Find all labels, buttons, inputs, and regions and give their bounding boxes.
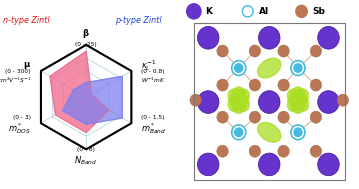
Ellipse shape bbox=[288, 89, 308, 111]
Circle shape bbox=[232, 61, 246, 75]
Circle shape bbox=[217, 79, 228, 91]
Circle shape bbox=[249, 45, 261, 57]
Circle shape bbox=[337, 94, 349, 106]
Text: Al: Al bbox=[258, 7, 269, 16]
Text: Sb: Sb bbox=[312, 7, 325, 16]
Circle shape bbox=[294, 64, 302, 72]
Circle shape bbox=[217, 45, 228, 57]
Ellipse shape bbox=[288, 89, 308, 111]
Ellipse shape bbox=[231, 87, 247, 113]
Circle shape bbox=[235, 128, 243, 136]
Circle shape bbox=[278, 45, 289, 57]
Text: (0 - 3): (0 - 3) bbox=[13, 115, 31, 120]
Circle shape bbox=[197, 26, 219, 49]
Circle shape bbox=[232, 125, 246, 140]
Circle shape bbox=[291, 125, 305, 140]
Text: p-type Zintl: p-type Zintl bbox=[115, 16, 162, 25]
Text: (0 - 8): (0 - 8) bbox=[77, 147, 95, 152]
Ellipse shape bbox=[290, 87, 306, 113]
Text: n-type Zintl: n-type Zintl bbox=[3, 16, 49, 25]
Ellipse shape bbox=[258, 58, 281, 78]
Circle shape bbox=[258, 153, 280, 176]
Circle shape bbox=[190, 94, 201, 106]
Text: $\mathbf{\mu}$: $\mathbf{\mu}$ bbox=[23, 60, 31, 71]
Text: $N_{Band}$: $N_{Band}$ bbox=[74, 155, 98, 167]
Circle shape bbox=[249, 79, 261, 91]
Circle shape bbox=[294, 128, 302, 136]
Text: (0 - 25): (0 - 25) bbox=[75, 42, 97, 47]
Circle shape bbox=[318, 153, 339, 176]
Text: $\mathbf{\beta}$: $\mathbf{\beta}$ bbox=[82, 27, 90, 40]
Circle shape bbox=[258, 91, 280, 113]
Polygon shape bbox=[62, 76, 122, 124]
Circle shape bbox=[310, 145, 322, 157]
Circle shape bbox=[235, 64, 243, 72]
Ellipse shape bbox=[258, 122, 281, 142]
Polygon shape bbox=[50, 51, 109, 133]
Circle shape bbox=[187, 4, 201, 19]
Text: (0 - 300)
$cm^2V^{-1}S^{-1}$: (0 - 300) $cm^2V^{-1}S^{-1}$ bbox=[0, 69, 31, 85]
Circle shape bbox=[217, 111, 228, 123]
Text: $\kappa_L^{-1}$: $\kappa_L^{-1}$ bbox=[141, 58, 157, 73]
Circle shape bbox=[310, 45, 322, 57]
Circle shape bbox=[258, 26, 280, 49]
Circle shape bbox=[291, 61, 305, 75]
Text: $m^*_{DOS}$: $m^*_{DOS}$ bbox=[8, 122, 31, 136]
Circle shape bbox=[310, 79, 322, 91]
Circle shape bbox=[249, 145, 261, 157]
Ellipse shape bbox=[228, 89, 249, 111]
Circle shape bbox=[318, 26, 339, 49]
Circle shape bbox=[217, 145, 228, 157]
Circle shape bbox=[249, 111, 261, 123]
Circle shape bbox=[296, 5, 307, 17]
Circle shape bbox=[278, 145, 289, 157]
Circle shape bbox=[310, 111, 322, 123]
Circle shape bbox=[278, 79, 289, 91]
Ellipse shape bbox=[228, 89, 249, 111]
Text: (0 - 0.8)
$W^{-1}mK$: (0 - 0.8) $W^{-1}mK$ bbox=[141, 69, 166, 85]
Circle shape bbox=[197, 91, 219, 113]
Circle shape bbox=[242, 6, 253, 17]
Text: (0 - 1.5): (0 - 1.5) bbox=[141, 115, 165, 120]
Text: $m^*_{Band}$: $m^*_{Band}$ bbox=[141, 122, 167, 136]
Circle shape bbox=[318, 91, 339, 113]
Circle shape bbox=[197, 153, 219, 176]
Text: K: K bbox=[205, 7, 211, 16]
Circle shape bbox=[278, 111, 289, 123]
